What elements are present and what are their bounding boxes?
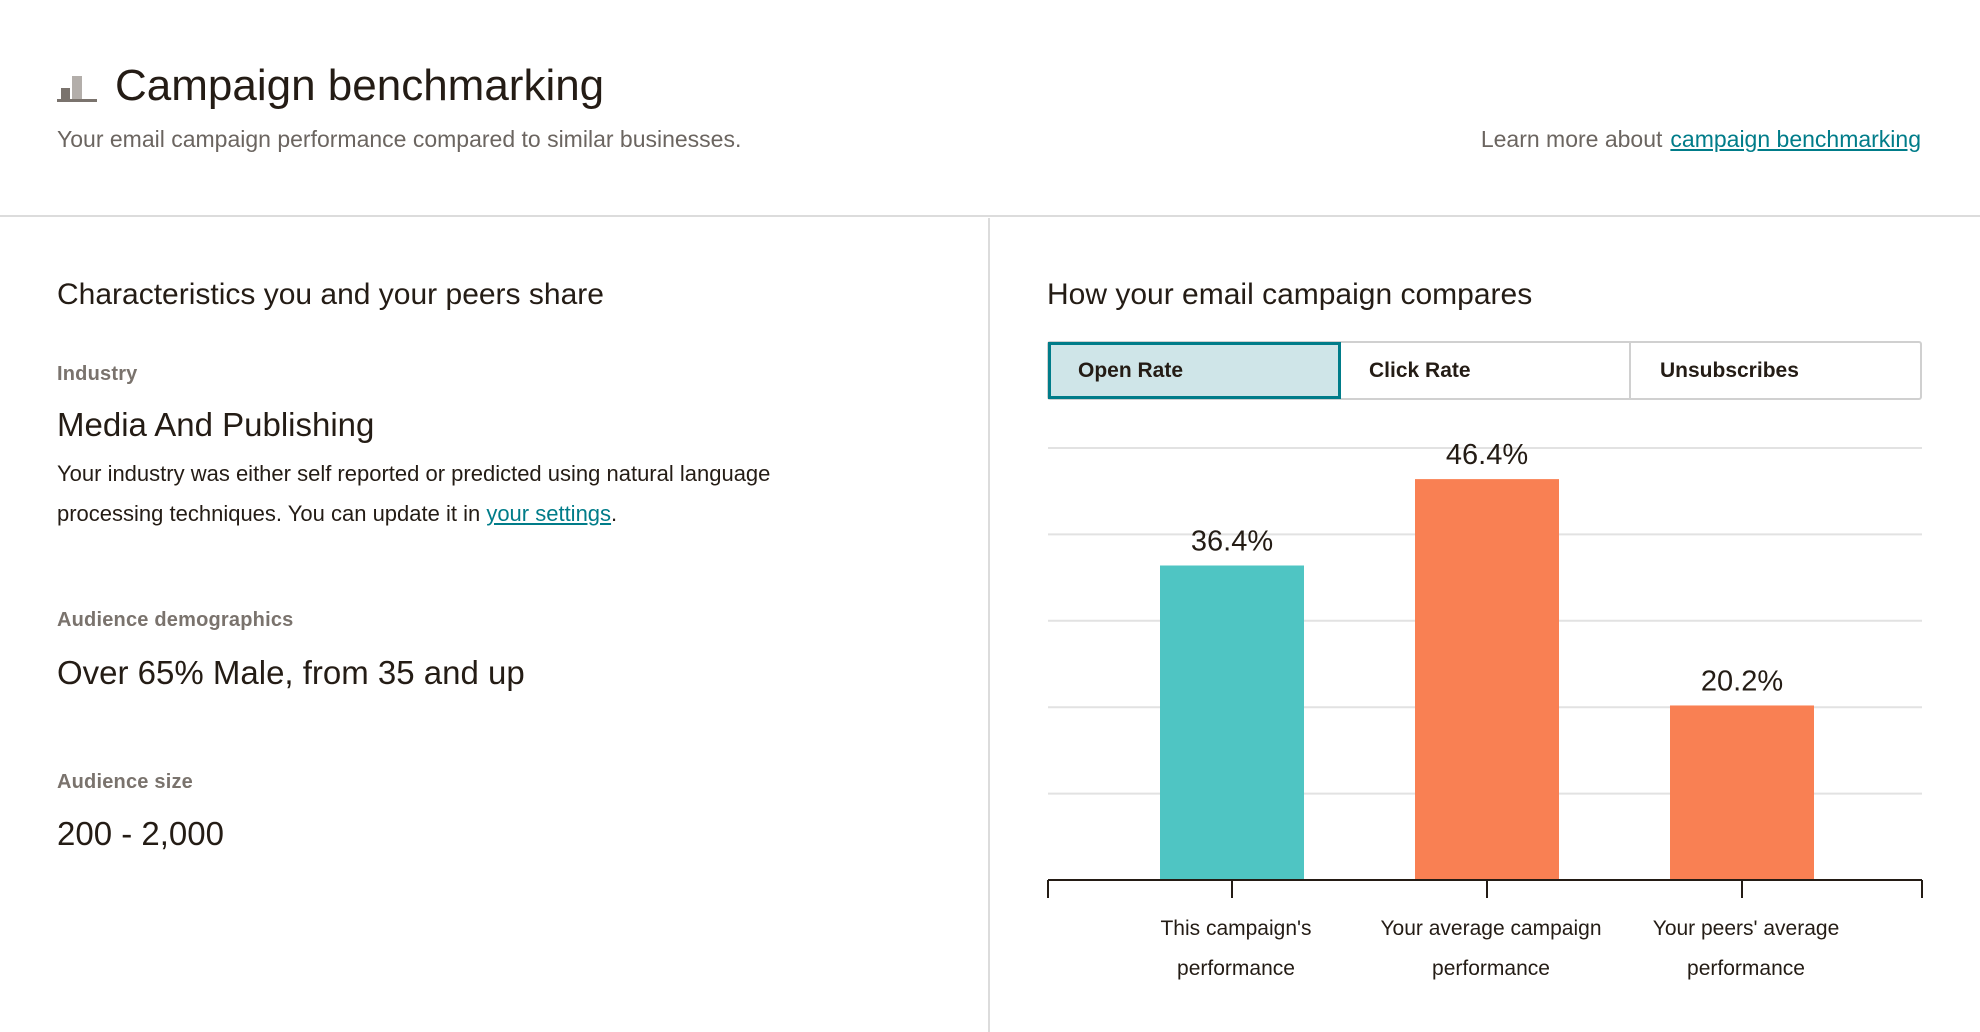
tab-open-rate[interactable]: Open Rate bbox=[1048, 342, 1341, 399]
tab-unsubscribes[interactable]: Unsubscribes bbox=[1660, 358, 1799, 382]
data-label: 36.4% bbox=[1191, 526, 1273, 558]
learn-more-prefix: Learn more about bbox=[1480, 126, 1663, 152]
industry-value: Media And Publishing bbox=[57, 406, 375, 443]
learn-more: Learn more about campaign benchmarking bbox=[1481, 124, 1921, 154]
x-tick-label: Your average campaign bbox=[1380, 917, 1601, 940]
comparison-heading: How your email campaign compares bbox=[1047, 278, 1533, 311]
page-title: Campaign benchmarking bbox=[115, 61, 605, 110]
settings-link[interactable]: your settings bbox=[486, 501, 612, 526]
demographics-value: Over 65% Male, from 35 and up bbox=[57, 654, 525, 691]
industry-label: Industry bbox=[57, 363, 138, 385]
industry-description-suffix: . bbox=[611, 501, 618, 526]
industry-description-text: Your industry was either self reported o… bbox=[57, 461, 771, 526]
bar bbox=[1670, 705, 1814, 880]
x-tick-label: performance bbox=[1177, 957, 1295, 980]
tab-click-rate[interactable]: Click Rate bbox=[1340, 343, 1631, 398]
page-header: Campaign benchmarking Your email campaig… bbox=[0, 0, 1980, 217]
open-rate-chart: 36.4% This campaign's performance 46.4% Your… bbox=[1047, 439, 1923, 980]
industry-description: Your industry was either self reported o… bbox=[57, 454, 877, 534]
column-divider bbox=[988, 218, 990, 1032]
x-tick-label: Your peers' average bbox=[1653, 917, 1840, 940]
page-subtitle: Your email campaign performance compared… bbox=[57, 126, 742, 152]
bar bbox=[1415, 479, 1559, 880]
metric-tabs: Open Rate Click Rate Unsubscribes bbox=[1047, 341, 1922, 400]
bar bbox=[1160, 565, 1304, 880]
data-label: 20.2% bbox=[1701, 665, 1783, 697]
x-tick-label: This campaign's bbox=[1160, 917, 1311, 940]
characteristics-heading: Characteristics you and your peers share bbox=[57, 278, 604, 311]
data-label: 46.4% bbox=[1446, 439, 1528, 471]
learn-more-link[interactable]: campaign benchmarking bbox=[1670, 126, 1921, 152]
demographics-label: Audience demographics bbox=[57, 609, 294, 631]
audience-size-label: Audience size bbox=[57, 771, 193, 793]
x-tick-label: performance bbox=[1687, 957, 1805, 980]
bar-chart-icon bbox=[57, 76, 97, 102]
audience-size-value: 200 - 2,000 bbox=[57, 815, 224, 852]
x-tick-label: performance bbox=[1432, 957, 1550, 980]
